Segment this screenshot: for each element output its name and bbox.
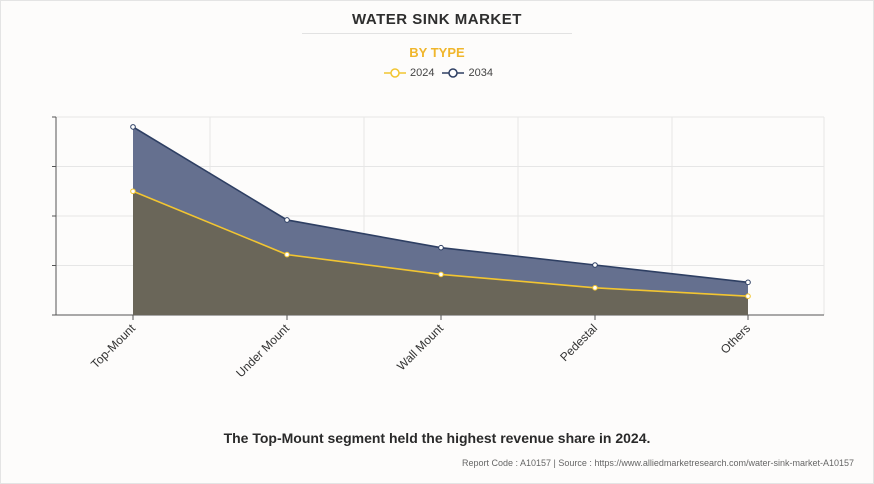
x-tick-label-2: Wall Mount	[394, 321, 446, 373]
point-2034-3	[592, 262, 598, 268]
point-2024-4	[745, 293, 751, 299]
x-tick-label-0: Top-Mount	[88, 321, 138, 371]
point-2034-1	[284, 217, 290, 223]
legend-marker-2024-icon	[384, 68, 406, 78]
legend: 2024 2034	[384, 65, 501, 81]
title-divider	[302, 33, 572, 34]
point-2034-2	[438, 244, 444, 251]
point-2024-2	[438, 271, 444, 278]
point-2024-0	[130, 188, 136, 195]
source-note: Report Code : A10157 | Source : https://…	[461, 458, 854, 468]
point-2034-4	[745, 279, 751, 286]
area-2024	[133, 191, 748, 315]
x-tick-label-1: Under Mount	[233, 321, 292, 380]
chart-caption: The Top-Mount segment held the highest r…	[223, 430, 651, 446]
legend-label-2034: 2034	[468, 67, 493, 79]
chart-subtitle: BY TYPE	[409, 45, 465, 60]
chart-title: WATER SINK MARKET	[352, 11, 522, 28]
area-chart: Top-Mount Under Mount Wall Mount Pedestal Ot…	[52, 116, 825, 380]
x-tick-label-3: Pedestal	[557, 321, 600, 364]
legend-marker-2034-icon	[442, 68, 465, 78]
x-tick-label-4: Others	[718, 321, 753, 356]
point-2024-3	[592, 284, 598, 291]
legend-item-2034[interactable]: 2034	[442, 67, 493, 79]
legend-item-2024[interactable]: 2024	[384, 67, 434, 79]
legend-label-2024: 2024	[410, 67, 435, 79]
point-2024-1	[284, 251, 290, 258]
point-2034-0	[130, 124, 136, 130]
